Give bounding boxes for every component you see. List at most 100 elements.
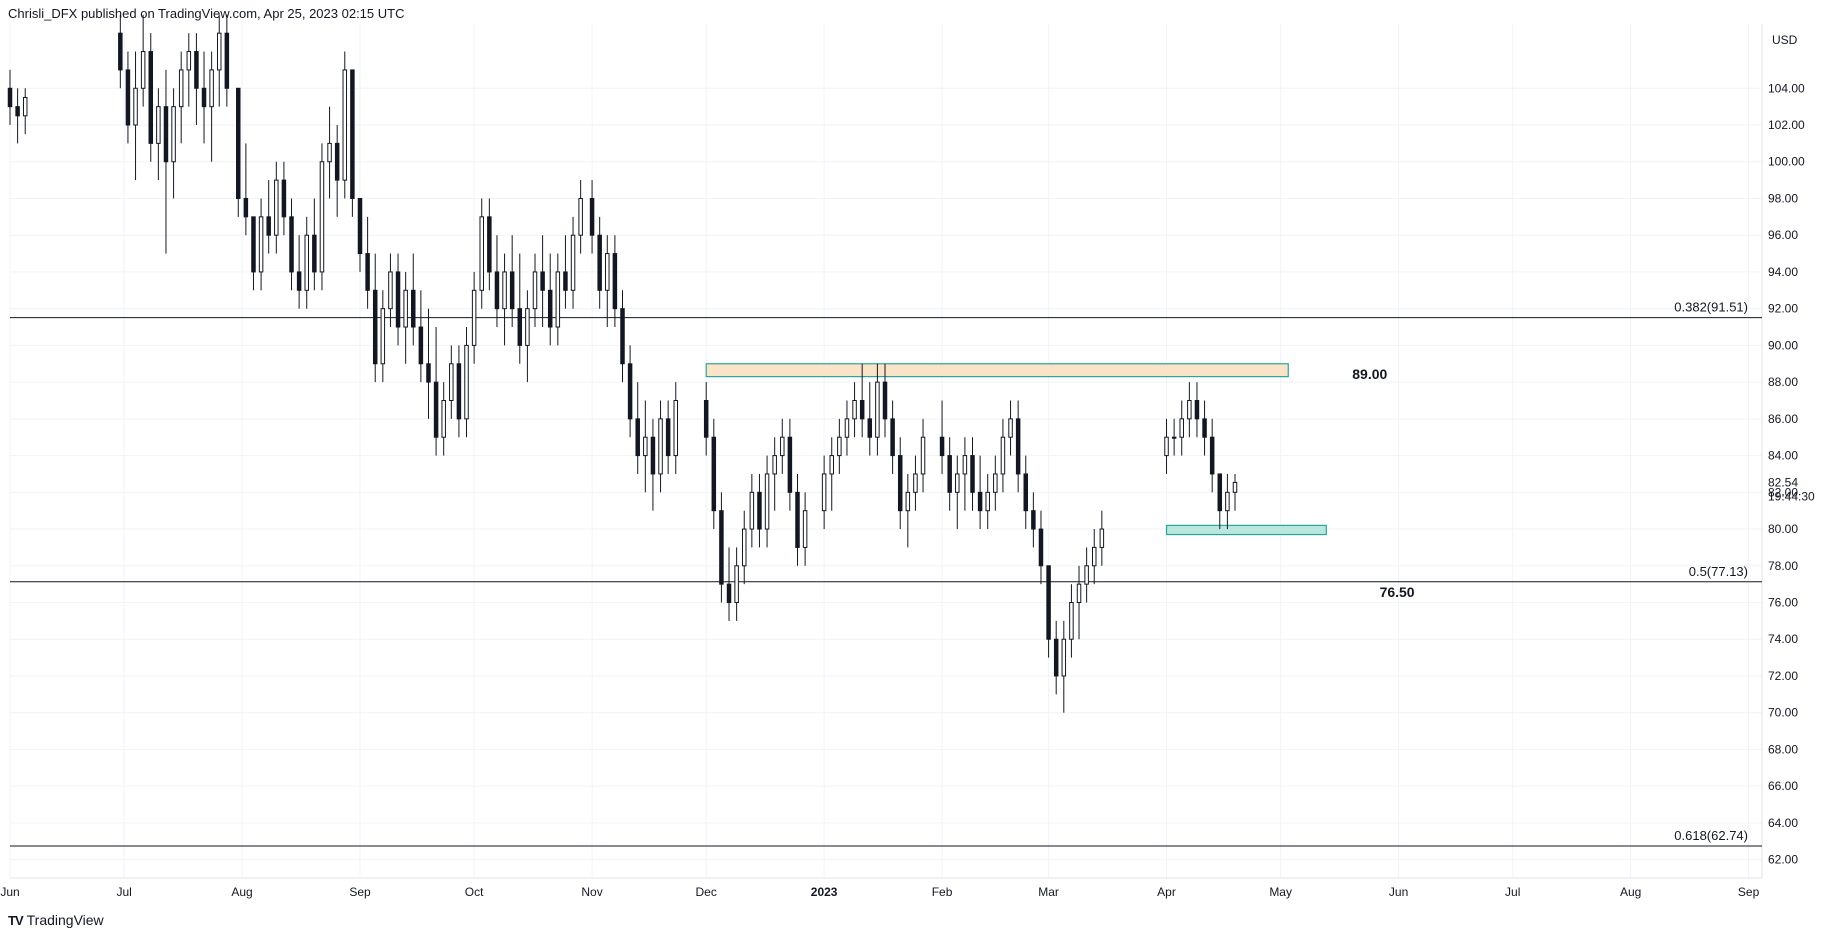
candle-body-down (281, 179, 287, 218)
price-axis[interactable]: 62.00 64.00 66.00 68.00 70.00 72.00 74.00 76.00… (1768, 33, 1815, 867)
candle (1171, 418, 1177, 456)
candle-body-up (1187, 399, 1192, 420)
candle (741, 510, 747, 585)
candle-body-up (156, 106, 161, 144)
candle (433, 327, 439, 456)
candle-body-down (620, 308, 625, 365)
candle (216, 14, 222, 107)
candle (890, 400, 895, 474)
candle (1217, 473, 1223, 530)
candle-body-down (977, 491, 983, 512)
candle-body-up (209, 69, 214, 108)
candle-body-up (22, 96, 28, 117)
candle-body-up (133, 87, 138, 126)
support-zone (1165, 524, 1327, 536)
candle (327, 106, 332, 199)
candle-body-down (1038, 528, 1044, 567)
candle-body-up (1000, 436, 1006, 475)
x-tick-label: Jul (1505, 885, 1520, 899)
candle-body-down (148, 51, 154, 144)
y-tick-label: 88.00 (1768, 375, 1798, 389)
candle (365, 216, 370, 309)
candle (243, 143, 249, 236)
candle (757, 473, 762, 548)
candle-body-down (970, 455, 975, 493)
candle-body-down (859, 399, 865, 420)
y-tick-label: 76.00 (1768, 596, 1798, 610)
candle-body-down (350, 69, 355, 199)
candle (993, 455, 998, 511)
candle (1061, 620, 1067, 713)
footer-brand: TradingView (26, 912, 104, 928)
candle-body-down (1046, 565, 1051, 640)
candle (395, 253, 401, 346)
candle-body-up (920, 436, 926, 475)
candle-body-down (650, 436, 656, 475)
candle (312, 198, 317, 291)
candle (1209, 418, 1215, 493)
candle (1046, 565, 1051, 658)
candle-body-down (787, 436, 793, 493)
candle (125, 51, 131, 144)
candle-body-up (1076, 583, 1082, 604)
candle (905, 473, 911, 548)
candle-body-down (726, 583, 732, 604)
candle (665, 400, 671, 474)
candle-body-down (1015, 418, 1021, 475)
candle (837, 418, 842, 474)
candle-body-up (178, 69, 184, 108)
y-tick-label: 68.00 (1768, 742, 1798, 756)
y-tick-label: 72.00 (1768, 669, 1798, 683)
candle (258, 198, 264, 291)
candle-body-up (802, 510, 808, 548)
candle (1038, 510, 1044, 585)
candle (319, 143, 325, 291)
candle (140, 14, 146, 107)
candle (1023, 455, 1029, 530)
footer: TV TradingView (8, 912, 104, 928)
candle (1053, 620, 1059, 695)
candle (795, 473, 800, 566)
candle-body-down (947, 455, 952, 493)
candle (612, 235, 618, 328)
candle (418, 290, 424, 383)
candle-body-up (258, 216, 264, 273)
candle-body-down (719, 510, 724, 585)
candle (525, 290, 530, 383)
candle (274, 161, 279, 254)
candle-body-up (502, 271, 507, 310)
candle (540, 235, 545, 328)
candle (620, 290, 625, 383)
candle-body-up (1099, 528, 1105, 548)
candle-body-up (380, 308, 386, 365)
candle (380, 290, 386, 383)
y-tick-label: 64.00 (1768, 816, 1798, 830)
candle (913, 455, 918, 511)
candle-body-up (525, 308, 530, 346)
candle-body-up (962, 455, 968, 475)
candle (597, 216, 602, 309)
candle-body-down (665, 418, 671, 457)
candle (251, 216, 256, 291)
candle-body-down (1053, 638, 1059, 677)
candle-body-down (266, 216, 271, 236)
candle (1225, 473, 1230, 530)
candle-body-down (289, 216, 294, 273)
level-76-50-label: 76.50 (1380, 584, 1415, 600)
last-price-label: 82.54 (1768, 475, 1798, 489)
candle (342, 51, 348, 199)
candle-body-up (875, 381, 880, 438)
candle (224, 14, 230, 107)
candle (456, 345, 462, 438)
candle-body-down (163, 106, 169, 163)
candle-body-up (772, 455, 777, 475)
candle (852, 382, 857, 438)
candle-body-down (703, 399, 709, 438)
candle (829, 437, 834, 511)
candle-body-up (658, 418, 663, 475)
candle (7, 69, 13, 126)
candle (186, 33, 192, 107)
time-axis[interactable]: Jun Jul Aug Sep Oct Nov Dec 2023 Feb Mar Apr May Jun… (0, 885, 1759, 899)
candle-body-down (1202, 418, 1207, 438)
